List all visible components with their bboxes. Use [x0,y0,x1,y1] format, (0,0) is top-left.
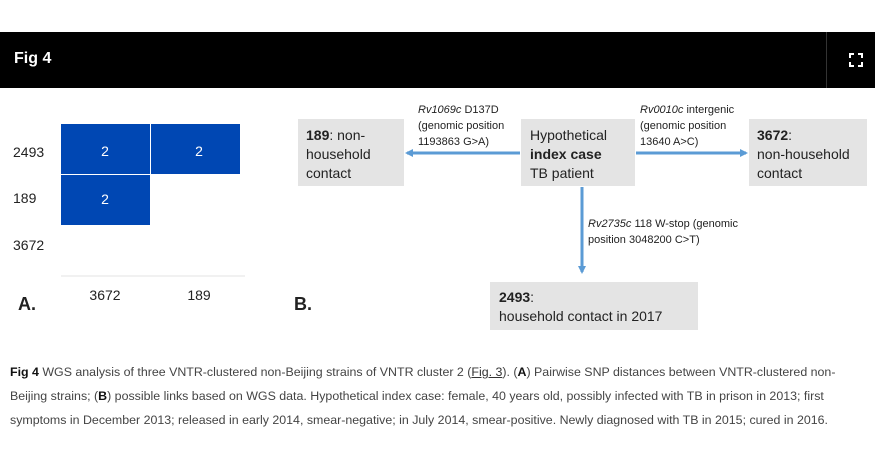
matrix-col-label: 3672 [89,287,120,303]
matrix-cell-189-3672 [61,175,150,225]
matrix-row-label: 3672 [13,237,44,253]
matrix-cell-2493-3672 [61,124,150,174]
figure-image[interactable]: 2 2 2 2493 189 3672 3672 189 A. B. 189: … [0,88,875,348]
right-arrow-label-1: Rv0010c intergenic [640,104,735,116]
index-case-line3: TB patient [530,165,594,181]
fig-3-link[interactable]: Fig. 3 [471,365,503,379]
matrix-col-label: 189 [187,287,211,303]
right-arrow-label-2: (genomic position [640,120,726,132]
caption-b: B [98,389,108,403]
down-arrow-label-2: position 3048200 C>T) [588,234,700,246]
header-divider [826,32,827,88]
caption-text-1: WGS analysis of three VNTR-clustered non… [38,365,472,379]
matrix-value: 2 [195,143,203,159]
caption-text-2: ). ( [502,365,518,379]
box-index-case [521,119,635,186]
figure-title: Fig 4 [14,50,52,67]
left-arrow-label-3: 1193863 G>A) [418,136,489,148]
index-case-line2: index case [530,146,602,162]
box-189-line3: contact [306,165,351,181]
box-2493 [490,282,698,330]
panel-a-matrix: 2 2 2 2493 189 3672 3672 189 A. [13,124,245,314]
right-arrow-label-3: 13640 A>C) [640,136,698,148]
box-189-line2: household [306,146,371,162]
index-case-line1: Hypothetical [530,127,607,143]
caption-label: Fig 4 [10,365,39,379]
fullscreen-expand-icon[interactable] [842,46,870,74]
top-spacer [0,0,875,32]
caption-text-4: ) possible links based on WGS data. Hypo… [10,389,828,427]
caption-a: A [517,365,527,379]
box-3672-line2: non-household [757,146,850,162]
box-3672-line3: contact [757,165,802,181]
fullscreen-icon-glyph [849,53,863,67]
panel-a-letter: A. [18,294,36,314]
matrix-value: 2 [101,143,109,159]
down-arrow-label-1: Rv2735c 118 W-stop (genomic [588,218,739,230]
left-arrow-label-1: Rv1069c D137D [418,104,499,116]
matrix-cell-2493-189 [151,124,240,174]
matrix-row-label: 2493 [13,144,44,160]
box-3672 [749,119,867,186]
left-arrow-label-2: (genomic position [418,120,504,132]
caption-text-3: ) Pairwise SNP distances between VNTR-cl… [10,365,836,403]
box-2493-line2: household contact in 2017 [499,308,663,324]
box-189 [298,119,404,186]
box-3672-line1: 3672: [757,127,792,143]
matrix-value: 2 [101,191,109,207]
panel-b-diagram: B. 189: non- household contact Hypotheti… [294,104,867,330]
figure-header-bar: Fig 4 [0,32,875,88]
matrix-row-label: 189 [13,190,37,206]
figure-caption: Fig 4 WGS analysis of three VNTR-cluster… [10,360,865,432]
box-189-line1: 189: non- [306,127,365,143]
panel-b-letter: B. [294,294,312,314]
box-2493-line1: 2493: [499,289,534,305]
